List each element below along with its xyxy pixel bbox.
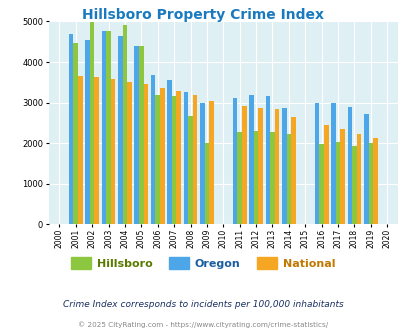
Bar bbox=[139, 46, 143, 224]
Bar bbox=[372, 138, 377, 224]
Bar bbox=[363, 114, 368, 224]
Legend: Hillsboro, Oregon, National: Hillsboro, Oregon, National bbox=[66, 253, 339, 273]
Bar bbox=[134, 46, 139, 224]
Bar bbox=[111, 79, 115, 224]
Bar bbox=[151, 76, 155, 224]
Bar bbox=[290, 117, 295, 224]
Bar bbox=[314, 103, 319, 224]
Bar bbox=[155, 94, 160, 224]
Text: © 2025 CityRating.com - https://www.cityrating.com/crime-statistics/: © 2025 CityRating.com - https://www.city… bbox=[78, 322, 327, 328]
Bar bbox=[192, 94, 197, 224]
Bar bbox=[237, 132, 241, 224]
Bar bbox=[253, 131, 258, 224]
Bar bbox=[69, 34, 73, 224]
Bar bbox=[330, 103, 335, 224]
Bar bbox=[241, 106, 246, 224]
Bar bbox=[249, 94, 253, 224]
Bar bbox=[319, 145, 323, 224]
Bar bbox=[78, 76, 83, 224]
Bar bbox=[347, 107, 351, 224]
Bar bbox=[232, 98, 237, 224]
Bar bbox=[274, 109, 279, 224]
Bar bbox=[101, 31, 106, 224]
Bar bbox=[339, 129, 344, 224]
Bar bbox=[106, 31, 111, 224]
Bar bbox=[269, 132, 274, 224]
Bar bbox=[265, 96, 269, 224]
Bar bbox=[176, 91, 181, 224]
Bar bbox=[188, 115, 192, 224]
Text: Crime Index corresponds to incidents per 100,000 inhabitants: Crime Index corresponds to incidents per… bbox=[62, 300, 343, 309]
Bar bbox=[368, 143, 372, 224]
Bar bbox=[94, 78, 99, 224]
Bar bbox=[127, 82, 132, 224]
Bar bbox=[167, 80, 171, 224]
Bar bbox=[73, 43, 78, 224]
Bar bbox=[122, 25, 127, 224]
Bar bbox=[118, 36, 122, 224]
Bar bbox=[281, 108, 286, 224]
Text: Hillsboro Property Crime Index: Hillsboro Property Crime Index bbox=[82, 8, 323, 22]
Bar bbox=[200, 103, 204, 224]
Bar bbox=[160, 88, 164, 224]
Bar bbox=[171, 96, 176, 224]
Bar bbox=[335, 143, 339, 224]
Bar bbox=[323, 125, 328, 224]
Bar bbox=[204, 143, 209, 224]
Bar bbox=[258, 108, 262, 224]
Bar bbox=[286, 134, 290, 224]
Bar bbox=[351, 146, 356, 224]
Bar bbox=[356, 134, 360, 224]
Bar bbox=[209, 101, 213, 224]
Bar bbox=[85, 40, 90, 224]
Bar bbox=[183, 92, 188, 224]
Bar bbox=[90, 22, 94, 224]
Bar bbox=[143, 84, 148, 224]
